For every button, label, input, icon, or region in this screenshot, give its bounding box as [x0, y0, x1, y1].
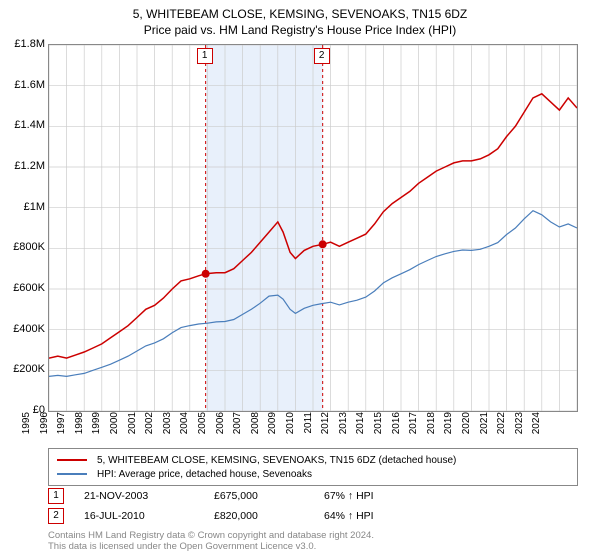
transaction-hpi: 64% ↑ HPI — [324, 510, 444, 522]
x-axis-tick-label: 2008 — [250, 412, 261, 442]
x-axis-tick-label: 2020 — [461, 412, 472, 442]
footer-line2: This data is licensed under the Open Gov… — [48, 541, 374, 552]
x-axis-tick-label: 2018 — [426, 412, 437, 442]
x-axis-tick-label: 2013 — [338, 412, 349, 442]
x-axis-tick-label: 2007 — [232, 412, 243, 442]
y-axis-tick-label: £1.2M — [1, 160, 45, 172]
x-axis-tick-label: 1998 — [74, 412, 85, 442]
y-axis-tick-label: £200K — [1, 363, 45, 375]
x-axis-tick-label: 2023 — [514, 412, 525, 442]
x-axis-tick-label: 2010 — [285, 412, 296, 442]
legend-swatch — [57, 473, 87, 475]
transaction-row: 1 21-NOV-2003 £675,000 67% ↑ HPI — [48, 486, 444, 506]
transaction-price: £675,000 — [214, 490, 324, 502]
x-axis-tick-label: 2003 — [162, 412, 173, 442]
y-axis-tick-label: £800K — [1, 241, 45, 253]
x-axis-tick-label: 2002 — [144, 412, 155, 442]
transaction-marker-icon: 1 — [48, 488, 64, 504]
x-axis-tick-label: 2009 — [267, 412, 278, 442]
chart-subtitle: Price paid vs. HM Land Registry's House … — [0, 23, 600, 37]
legend-label: 5, WHITEBEAM CLOSE, KEMSING, SEVENOAKS, … — [97, 455, 456, 466]
y-axis-tick-label: £600K — [1, 282, 45, 294]
transaction-price: £820,000 — [214, 510, 324, 522]
legend-item-hpi: HPI: Average price, detached house, Seve… — [57, 467, 569, 481]
x-axis-tick-label: 2006 — [215, 412, 226, 442]
x-axis-tick-label: 2019 — [443, 412, 454, 442]
x-axis-tick-label: 2022 — [496, 412, 507, 442]
transaction-marker-icon: 2 — [48, 508, 64, 524]
transaction-table: 1 21-NOV-2003 £675,000 67% ↑ HPI 2 16-JU… — [48, 486, 444, 526]
chart-svg — [49, 45, 577, 411]
x-axis-tick-label: 1996 — [39, 412, 50, 442]
x-axis-tick-label: 2011 — [303, 412, 314, 442]
legend: 5, WHITEBEAM CLOSE, KEMSING, SEVENOAKS, … — [48, 448, 578, 486]
y-axis-tick-label: £1.6M — [1, 79, 45, 91]
x-axis-tick-label: 2016 — [391, 412, 402, 442]
x-axis-tick-label: 2015 — [373, 412, 384, 442]
x-axis-tick-label: 2004 — [179, 412, 190, 442]
footer-line1: Contains HM Land Registry data © Crown c… — [48, 530, 374, 541]
footer-attribution: Contains HM Land Registry data © Crown c… — [48, 530, 374, 553]
x-axis-tick-label: 2021 — [479, 412, 490, 442]
x-axis-tick-label: 2017 — [408, 412, 419, 442]
chart-marker-label: 2 — [314, 48, 330, 64]
transaction-row: 2 16-JUL-2010 £820,000 64% ↑ HPI — [48, 506, 444, 526]
x-axis-tick-label: 2024 — [531, 412, 542, 442]
transaction-hpi: 67% ↑ HPI — [324, 490, 444, 502]
x-axis-tick-label: 2014 — [355, 412, 366, 442]
x-axis-tick-label: 1997 — [56, 412, 67, 442]
y-axis-tick-label: £1.8M — [1, 38, 45, 50]
transaction-date: 16-JUL-2010 — [84, 510, 214, 522]
x-axis-tick-label: 2012 — [320, 412, 331, 442]
y-axis-tick-label: £400K — [1, 323, 45, 335]
chart-title: 5, WHITEBEAM CLOSE, KEMSING, SEVENOAKS, … — [0, 0, 600, 23]
legend-label: HPI: Average price, detached house, Seve… — [97, 469, 312, 480]
x-axis-tick-label: 2005 — [197, 412, 208, 442]
x-axis-tick-label: 2000 — [109, 412, 120, 442]
chart-plot-area — [48, 44, 578, 412]
x-axis-tick-label: 2001 — [127, 412, 138, 442]
x-axis-tick-label: 1995 — [21, 412, 32, 442]
y-axis-tick-label: £1.4M — [1, 119, 45, 131]
transaction-date: 21-NOV-2003 — [84, 490, 214, 502]
legend-swatch — [57, 459, 87, 461]
x-axis-tick-label: 1999 — [91, 412, 102, 442]
legend-item-property: 5, WHITEBEAM CLOSE, KEMSING, SEVENOAKS, … — [57, 453, 569, 467]
chart-marker-label: 1 — [197, 48, 213, 64]
y-axis-tick-label: £1M — [1, 201, 45, 213]
